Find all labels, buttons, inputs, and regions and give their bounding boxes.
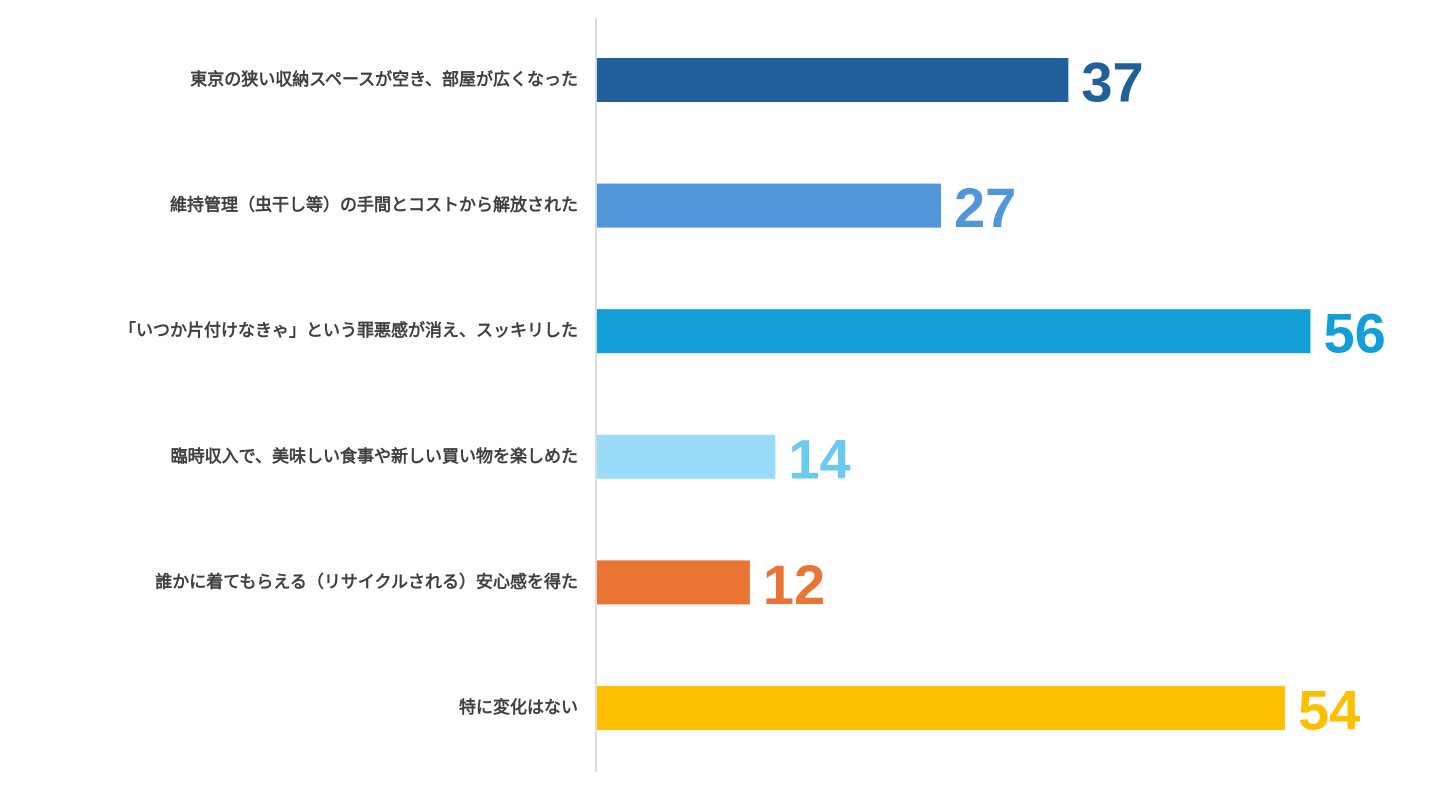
- value-label: 12: [763, 553, 825, 616]
- bar: [597, 686, 1285, 730]
- value-label: 37: [1081, 51, 1143, 114]
- bar: [597, 309, 1311, 354]
- value-label: 56: [1323, 302, 1385, 365]
- category-label: 「いつか片付けなきゃ」という罪悪感が消え、スッキリした: [119, 320, 578, 341]
- category-label: 誰かに着てもらえる（リサイクルされる）安心感を得た: [155, 571, 578, 592]
- bar: [597, 434, 776, 479]
- category-label: 特に変化はない: [459, 697, 578, 718]
- bar: [597, 560, 750, 605]
- value-label: 27: [954, 176, 1016, 239]
- category-label: 東京の狭い収納スペースが空き、部屋が広くなった: [190, 69, 578, 90]
- category-label: 臨時収入で、美味しい食事や新しい買い物を楽しめた: [171, 446, 578, 467]
- bar: [597, 58, 1069, 102]
- category-label: 維持管理（虫干し等）の手間とコストから解放された: [170, 195, 578, 216]
- bar: [597, 183, 941, 228]
- bars-layer: 東京の狭い収納スペースが空き、部屋が広くなった 37 維持管理（虫干し等）の手間とコ…: [119, 51, 1386, 742]
- value-label: 54: [1298, 679, 1360, 742]
- value-label: 14: [788, 427, 850, 490]
